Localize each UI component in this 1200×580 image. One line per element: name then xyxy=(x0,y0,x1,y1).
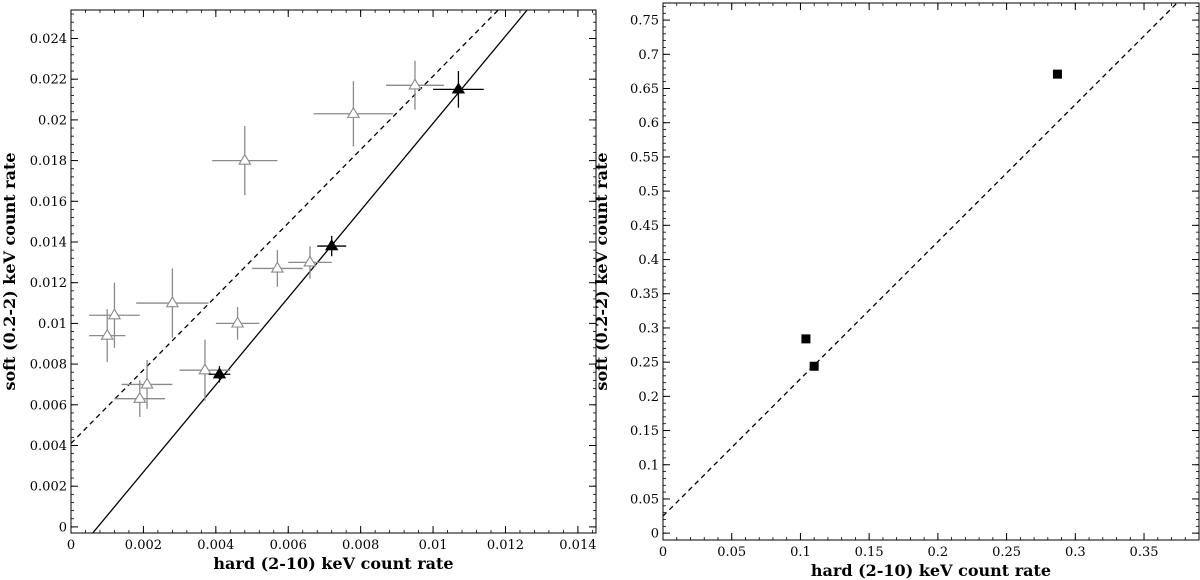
x-tick-label: 0.15 xyxy=(855,545,884,560)
y-tick-label: 0.02 xyxy=(38,113,67,128)
y-tick-label: 0.1 xyxy=(638,458,659,473)
x-tick-label: 0.2 xyxy=(928,545,949,560)
data-point xyxy=(346,106,361,118)
y-tick-label: 0.35 xyxy=(630,287,659,302)
x-tick-label: 0.002 xyxy=(125,538,162,553)
x-tick-label: 0 xyxy=(67,538,75,553)
y-tick-label: 0.65 xyxy=(630,82,659,97)
data-point xyxy=(107,308,122,320)
y-axis-title: soft (0.2-2) keV count rate xyxy=(0,152,19,390)
y-tick-label: 0.7 xyxy=(638,48,659,63)
dashed-reference-line xyxy=(663,3,1178,517)
y-tick-label: 0.01 xyxy=(38,317,67,332)
y-tick-label: 0.004 xyxy=(30,439,67,454)
data-point xyxy=(133,391,147,403)
data-point xyxy=(165,295,180,308)
right-chart-panel: 0 0.05 0.1 0.15 0.2 0.25 0.3 0.35 0 0.05 0.1 0.15 0.… xyxy=(592,2,1200,580)
data-point xyxy=(198,363,212,375)
data-point xyxy=(325,238,339,251)
y-tick-label: 0.15 xyxy=(630,424,659,439)
data-point xyxy=(100,328,114,340)
x-tick-label: 0.25 xyxy=(992,545,1021,560)
x-axis-title: hard (2-10) keV count rate xyxy=(213,554,453,573)
data-point xyxy=(238,153,252,165)
x-tick-label: 0.004 xyxy=(197,538,234,553)
y-tick-label: 0.5 xyxy=(638,185,659,200)
y-tick-label: 0.55 xyxy=(630,150,659,165)
y-tick-label: 0.016 xyxy=(30,195,67,210)
left-chart-panel: 0 0.002 0.004 0.006 0.008 0.01 0.012 0.014 0 0.00… xyxy=(0,9,597,573)
x-tick-label: 0.014 xyxy=(559,538,596,553)
data-point xyxy=(140,377,154,389)
y-tick-label: 0.022 xyxy=(30,73,67,88)
y-tick-label: 0.008 xyxy=(30,358,67,373)
dashed-reference-line xyxy=(71,10,499,444)
x-tick-label: 0.35 xyxy=(1130,545,1159,560)
y-tick-label: 0.6 xyxy=(638,116,659,131)
y-tick-label: 0.2 xyxy=(638,390,659,405)
x-tick-label: 0.1 xyxy=(790,545,811,560)
plot-frame xyxy=(662,2,1200,541)
data-point xyxy=(270,261,285,273)
y-tick-label: 0 xyxy=(59,520,67,535)
y-tick-label: 0.018 xyxy=(30,154,67,169)
x-tick-label: 0.3 xyxy=(1065,545,1086,560)
y-tick-label: 0.024 xyxy=(30,32,67,47)
y-tick-label: 0.3 xyxy=(638,321,659,336)
data-point xyxy=(801,334,811,344)
data-point xyxy=(809,361,819,371)
data-point xyxy=(230,316,245,328)
y-tick-label: 0.012 xyxy=(30,276,67,291)
y-tick-label: 0.002 xyxy=(30,480,67,495)
y-tick-label: 0.45 xyxy=(630,219,659,234)
x-axis-title: hard (2-10) keV count rate xyxy=(811,561,1051,580)
y-axis-title: soft (0.2-2) keV count rate xyxy=(592,152,611,390)
data-point xyxy=(451,82,466,94)
data-point xyxy=(212,367,227,379)
x-tick-label: 0.012 xyxy=(487,538,524,553)
y-tick-label: 0.75 xyxy=(630,14,659,29)
data-point xyxy=(408,78,422,90)
data-point xyxy=(1052,69,1062,79)
x-tick-label: 0.006 xyxy=(270,538,307,553)
y-tick-label: 0.4 xyxy=(638,253,659,268)
y-tick-label: 0.006 xyxy=(30,398,67,413)
x-tick-label: 0 xyxy=(659,545,667,560)
plot-frame xyxy=(70,9,597,534)
y-tick-label: 0 xyxy=(651,527,659,542)
x-tick-label: 0.01 xyxy=(419,538,448,553)
y-tick-label: 0.05 xyxy=(630,492,659,507)
x-tick-label: 0.008 xyxy=(342,538,379,553)
y-tick-label: 0.014 xyxy=(30,235,67,250)
data-point xyxy=(303,255,317,267)
x-tick-label: 0.05 xyxy=(717,545,746,560)
y-tick-label: 0.25 xyxy=(630,356,659,371)
